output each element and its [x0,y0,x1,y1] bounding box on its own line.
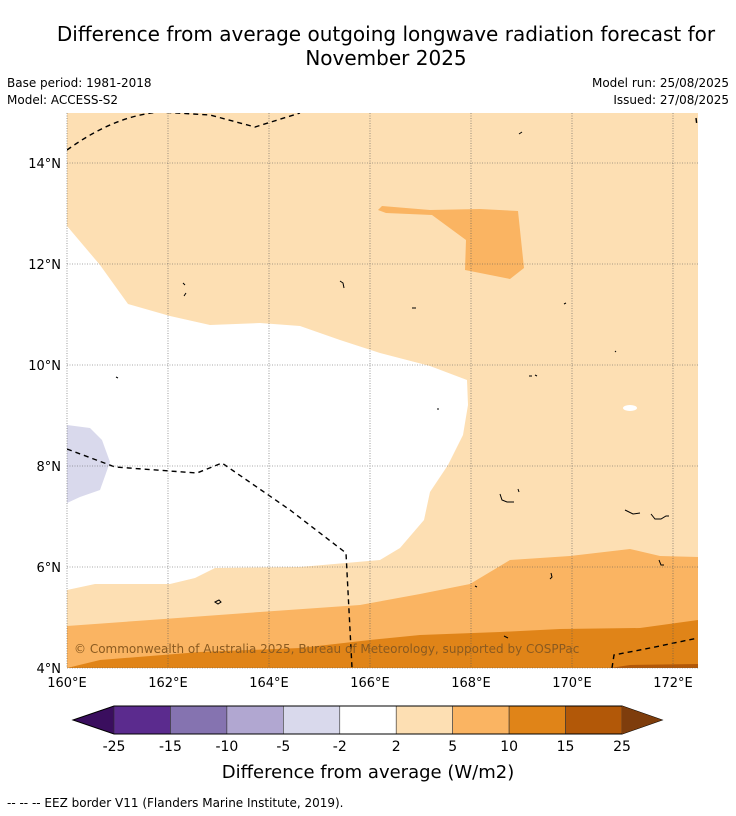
base-period: Base period: 1981-2018 [7,76,152,90]
eez-border [67,113,698,668]
lat-tick-label: 6°N [37,561,62,576]
lon-tick-label: 162°E [148,676,188,691]
latitude-labels: 14°N 12°N 10°N 8°N 6°N 4°N [28,157,61,677]
colorbar-block [226,705,284,735]
region-15-to-25 [610,664,698,668]
colorbar-tick-label: 25 [613,739,631,755]
colorbar-extend-high [622,706,662,734]
footnote: -- -- -- EEZ border V11 (Flanders Marine… [7,796,344,810]
model-name: Model: ACCESS-S2 [7,93,119,107]
map-field [67,113,698,668]
colorbar-tick-label: -15 [159,739,182,755]
copyright-text: © Commonwealth of Australia 2025, Bureau… [74,642,579,656]
chart-title: Difference from average outgoing longwav… [30,22,736,70]
region-neg-2-to-5 [67,425,110,503]
colorbar-tick-label: -5 [276,739,290,755]
model-run: Model run: 25/08/2025 [591,76,729,90]
issued-date: Issued: 27/08/2025 [613,93,729,107]
colorbar-tick-label: -10 [215,739,238,755]
colorbar-tick-label: -2 [333,739,347,755]
colorbar: -25 -15 -10 -5 -2 2 5 10 15 25 Difference from av… [71,705,664,783]
lon-tick-label: 170°E [552,676,592,691]
colorbar-block [283,705,341,735]
map-gridlines [66,113,698,669]
lon-tick-label: 164°E [249,676,289,691]
colorbar-block [565,705,623,735]
colorbar-tick-label: 15 [557,739,575,755]
lat-tick-label: 14°N [28,157,61,172]
colorbar-block [452,705,510,735]
title-line-1: Difference from average outgoing longwav… [56,22,716,46]
lon-tick-label: 160°E [47,676,87,691]
islands [115,131,669,639]
colorbar-block [339,705,397,735]
colorbar-tick-labels: -25 -15 -10 -5 -2 2 5 10 15 25 [103,739,631,755]
lon-tick-label: 168°E [451,676,491,691]
region-5-to-10-north [378,206,524,279]
region-10-to-15 [67,620,698,668]
forecast-map: © Commonwealth of Australia 2025, Bureau… [28,113,698,783]
colorbar-tick-label: -25 [103,739,126,755]
lat-tick-label: 4°N [37,662,62,677]
lon-tick-label: 172°E [653,676,693,691]
colorbar-block [170,705,228,735]
region-neutral [67,226,468,590]
lat-tick-label: 8°N [37,460,62,475]
colorbar-block [395,705,453,735]
colorbar-blocks [71,705,664,735]
lon-tick-label: 166°E [350,676,390,691]
colorbar-extend-low [73,706,114,734]
colorbar-tick-label: 2 [392,739,401,755]
colorbar-tick-label: 10 [500,739,518,755]
title-line-2: November 2025 [305,46,467,70]
lat-tick-label: 10°N [28,359,61,374]
colorbar-title: Difference from average (W/m2) [222,762,514,783]
lat-tick-label: 12°N [28,258,61,273]
colorbar-tick-label: 5 [448,739,457,755]
colorbar-block [113,705,171,735]
colorbar-block [508,705,566,735]
longitude-labels: 160°E 162°E 164°E 166°E 168°E 170°E 172°E [47,676,693,691]
